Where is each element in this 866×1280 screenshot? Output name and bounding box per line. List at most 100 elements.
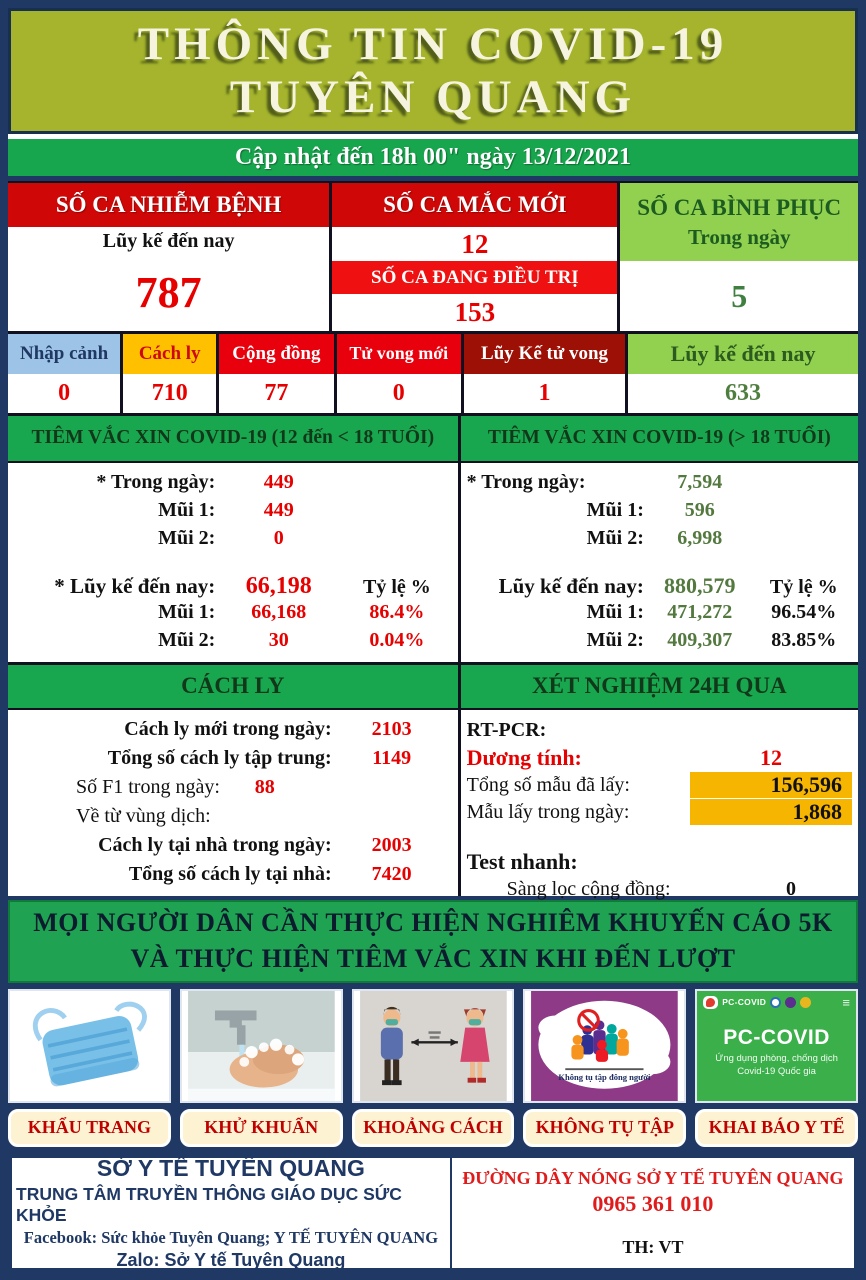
screening-label: Sàng lọc cộng đồng:: [506, 877, 671, 900]
pc-covid-app-desc: Ứng dụng phòng, chống dịch Covid-19 Quốc…: [715, 1053, 838, 1079]
breakdown-new-deaths-value: 0: [392, 379, 405, 406]
vaccination-adult-header: TIÊM VẮC XIN COVID-19 (> 18 TUỔI): [457, 415, 858, 461]
new-cases-cell: SỐ CA MẮC MỚI 12 SỐ CA ĐANG ĐIỀU TRỊ 153: [329, 183, 618, 331]
footer-facebook: Facebook: Sức khỏe Tuyên Quang; Y TẾ TUY…: [23, 1228, 439, 1248]
vax-row-pct: 96.54%: [771, 600, 837, 623]
breakdown-imported-cell: Nhập cảnh 0: [8, 333, 121, 413]
breakdown-imported-value: 0: [58, 379, 71, 406]
vax-row: Mũi 2: 30 0.04%: [14, 629, 452, 657]
quarantine-row-label: Về từ vùng dịch:: [76, 804, 211, 827]
card-no-gathering-label: KHÔNG TỤ TẬP: [523, 1108, 687, 1147]
vax-row: Mũi 1: 471,272 96.54%: [467, 601, 852, 629]
social-distance-image: [351, 988, 515, 1103]
vax-row-label: Mũi 1:: [158, 498, 216, 521]
positive-row: Dương tính: 12: [467, 744, 852, 772]
card-disinfect: KHỬ KHUẨN: [179, 988, 343, 1148]
quarantine-row-label: Tổng số cách ly tại nhà:: [128, 862, 332, 885]
vaccination-child-panel: * Trong ngày: 449 Mũi 1: 449 Mũi 2: 0 * …: [8, 463, 458, 662]
total-samples-label: Tổng số mẫu đã lấy:: [466, 773, 630, 796]
vax-row-pct: 83.85%: [771, 628, 837, 651]
vax-row: * Trong ngày: 7,594: [467, 471, 852, 499]
quarantine-testing-body: Cách ly mới trong ngày: 2103 Tổng số các…: [8, 707, 858, 900]
quarantine-row-value: 2103: [371, 717, 412, 740]
vax-row-value: 30: [268, 628, 289, 651]
badge-icon: [770, 996, 782, 1008]
quarantine-row-label: Cách ly mới trong ngày:: [124, 717, 332, 740]
vax-row: Mũi 2: 6,998: [467, 527, 852, 555]
testing-panel: RT-PCR: Dương tính: 12 Tổng số mẫu đã lấ…: [457, 709, 858, 900]
hand-washing-image: [179, 988, 343, 1103]
vax-row: Mũi 2: 0: [14, 527, 452, 555]
footer-department: SỞ Y TẾ TUYÊN QUANG: [96, 1155, 365, 1182]
badge-icon: [785, 996, 797, 1008]
recovered-subtitle: Trong ngày: [687, 224, 791, 249]
footer-center: TRUNG TÂM TRUYỀN THÔNG GIÁO DỤC SỨC KHỎE: [16, 1184, 402, 1226]
footer-credit: TH: VT: [622, 1237, 684, 1258]
pc-covid-flame-icon: [706, 997, 716, 1007]
quarantine-panel: Cách ly mới trong ngày: 2103 Tổng số các…: [8, 710, 458, 896]
vax-row-value: 449: [263, 470, 294, 493]
breakdown-community-cell: Cộng đồng 77: [216, 333, 334, 413]
quarantine-row: Số F1 trong ngày: 88: [14, 776, 452, 805]
banner-line2: VÀ THỰC HIỆN TIÊM VẮC XIN KHI ĐẾN LƯỢT: [130, 944, 736, 974]
breakdown-quarantine-value: 710: [151, 379, 188, 406]
vax-row-label: Mũi 2:: [586, 628, 644, 651]
breakdown-total-deaths-cell: Lũy Kế tử vong 1: [461, 333, 626, 413]
vax-row: Mũi 1: 596: [467, 499, 852, 527]
vax-row-value: 66,168: [251, 600, 307, 623]
case-breakdown-row: Nhập cảnh 0 Cách ly 710 Cộng đồng 77 Tử …: [8, 330, 858, 413]
infected-header: SỐ CA NHIỄM BỆNH: [8, 183, 330, 228]
breakdown-recovered-total-label: Lũy kế đến nay: [628, 333, 858, 374]
recovered-header-block: SỐ CA BÌNH PHỤC Trong ngày: [620, 183, 858, 262]
update-bar: Cập nhật đến 18h 00" ngày 13/12/2021: [8, 138, 858, 177]
pc-covid-logo: [703, 995, 719, 1009]
total-samples-row: Tổng số mẫu đã lấy: 156,596: [467, 772, 852, 799]
footer-left: SỞ Y TẾ TUYÊN QUANG TRUNG TÂM TRUYỀN THÔ…: [12, 1155, 450, 1271]
vax-row-value: 880,579: [664, 572, 736, 598]
recovered-header: SỐ CA BÌNH PHỤC: [637, 194, 842, 220]
vax-row-value: 6,998: [677, 526, 723, 549]
no-gathering-icon: Không tụ tập đông người: [531, 990, 679, 1101]
vax-row-value: 7,594: [677, 470, 723, 493]
quarantine-row-value: 2003: [371, 833, 412, 856]
no-gathering-image: Không tụ tập đông người: [523, 988, 687, 1103]
vax-row-pct: 86.4%: [369, 600, 425, 623]
pc-covid-app-name-small: PC-COVID: [722, 997, 767, 1008]
vax-row-label: Mũi 2:: [586, 526, 644, 549]
treating-value: 153: [454, 297, 496, 328]
banner-line1: MỌI NGƯỜI DÂN CẦN THỰC HIỆN NGHIÊM KHUYẾ…: [33, 908, 833, 938]
no-gathering-caption: Không tụ tập đông người: [559, 1072, 652, 1082]
card-distance: KHOẢNG CÁCH: [351, 988, 515, 1148]
divider-gap: [8, 176, 858, 182]
recommendation-banner: MỌI NGƯỜI DÂN CẦN THỰC HIỆN NGHIÊM KHUYẾ…: [8, 899, 858, 983]
vaccination-child-header: TIÊM VẮC XIN COVID-19 (12 đến < 18 TUỔI): [8, 415, 458, 461]
day-samples-value: 1,868: [690, 799, 852, 826]
quarantine-row-label: Số F1 trong ngày:: [76, 775, 220, 798]
hand-washing-icon: [187, 990, 335, 1101]
five-k-cards: KHẨU TRANG: [8, 988, 858, 1148]
screening-value: 0: [786, 877, 797, 900]
vax-row: Mũi 1: 66,168 86.4%: [14, 601, 452, 629]
vax-row-value: 596: [684, 498, 715, 521]
vax-row: Mũi 1: 449: [14, 499, 452, 527]
pc-covid-app-card: PC-COVID ≡ PC-COVID Ứng dụng phòng, chốn…: [697, 990, 856, 1101]
vax-rate-header: Tỷ lệ %: [363, 575, 431, 598]
rtpcr-label: RT-PCR:: [466, 719, 547, 742]
vax-row-label: Lũy kế đến nay:: [498, 573, 644, 598]
vax-row: * Lũy kế đến nay: 66,198 Tỷ lệ %: [14, 573, 452, 601]
vax-row: * Trong ngày: 449: [14, 471, 452, 499]
rtpcr-row: RT-PCR:: [467, 718, 852, 744]
footer: SỞ Y TẾ TUYÊN QUANG TRUNG TÂM TRUYỀN THÔ…: [8, 1154, 858, 1273]
poster-title-line2: TUYÊN QUANG: [229, 71, 637, 124]
breakdown-community-label: Cộng đồng: [219, 333, 334, 374]
positive-value: 12: [760, 744, 783, 770]
rapid-test-label: Test nhanh:: [466, 848, 578, 874]
card-mask: KHẨU TRANG: [8, 988, 171, 1148]
treating-header: SỐ CA ĐANG ĐIỀU TRỊ: [332, 261, 618, 295]
footer-zalo: Zalo: Sở Y tế Tuyên Quang: [116, 1250, 346, 1271]
vax-row-label: * Trong ngày:: [96, 470, 216, 493]
breakdown-total-deaths-label: Lũy Kế tử vong: [464, 333, 626, 374]
infected-value: 787: [135, 267, 202, 317]
infected-subtitle: Lũy kế đến nay: [102, 230, 235, 253]
